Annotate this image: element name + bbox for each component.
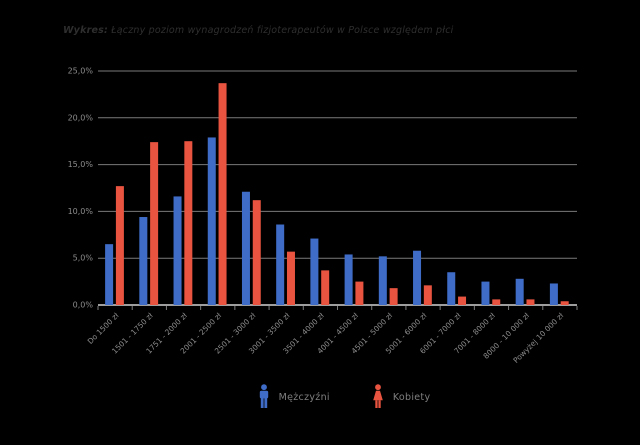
bar-mezczyzni-5: [276, 224, 285, 305]
y-tick-label-25: 25,0%: [68, 67, 94, 76]
bar-kobiety-11: [492, 299, 501, 305]
bar-mezczyzni-11: [481, 281, 490, 305]
bar-mezczyzni-0: [105, 244, 114, 305]
bar-mezczyzni-3: [207, 137, 216, 305]
bar-kobiety-3: [218, 83, 227, 305]
bar-kobiety-9: [423, 285, 432, 305]
y-tick-label-5: 5,0%: [73, 254, 94, 263]
bar-mezczyzni-1: [139, 217, 148, 305]
bar-mezczyzni-6: [310, 238, 319, 305]
bar-kobiety-7: [355, 281, 364, 305]
chart-legend: Mężczyźni Kobiety: [24, 381, 640, 413]
bar-mezczyzni-7: [344, 254, 353, 305]
bar-mezczyzni-13: [549, 283, 558, 305]
chart-title-prefix: Wykres:: [63, 25, 108, 36]
chart-title: Wykres: Łączny poziom wynagrodzeń fizjot…: [63, 25, 453, 36]
bar-kobiety-10: [458, 296, 467, 305]
legend-item-mezczyzni: Mężczyźni: [258, 384, 330, 410]
bar-mezczyzni-10: [447, 272, 456, 305]
bar-kobiety-8: [389, 288, 398, 305]
bar-kobiety-12: [526, 299, 535, 305]
x-tick-label-0: Do 1500 zł: [86, 310, 121, 345]
y-tick-label-10: 10,0%: [68, 207, 94, 216]
bar-mezczyzni-8: [378, 256, 387, 305]
male-icon: [259, 384, 268, 408]
bar-kobiety-4: [252, 200, 261, 305]
legend-label-kobiety: Kobiety: [392, 391, 431, 403]
bar-kobiety-13: [560, 301, 569, 305]
bar-kobiety-6: [321, 270, 330, 305]
female-icon: [373, 384, 383, 408]
bar-mezczyzni-4: [241, 191, 250, 305]
bar-kobiety-2: [184, 141, 193, 305]
bar-mezczyzni-2: [173, 196, 182, 305]
bar-kobiety-0: [115, 186, 124, 305]
bar-mezczyzni-9: [413, 250, 422, 305]
bar-kobiety-1: [150, 142, 159, 305]
chart-title-text: Łączny poziom wynagrodzeń fizjoterapeutó…: [107, 25, 454, 36]
y-tick-label-0: 0,0%: [73, 301, 94, 310]
bar-mezczyzni-12: [515, 278, 524, 305]
y-tick-label-15: 15,0%: [68, 160, 94, 169]
bar-kobiety-5: [286, 251, 295, 305]
legend-label-mezczyzni: Mężczyźni: [278, 391, 330, 403]
legend-item-kobiety: Kobiety: [372, 384, 431, 410]
y-tick-label-20: 20,0%: [68, 113, 94, 122]
